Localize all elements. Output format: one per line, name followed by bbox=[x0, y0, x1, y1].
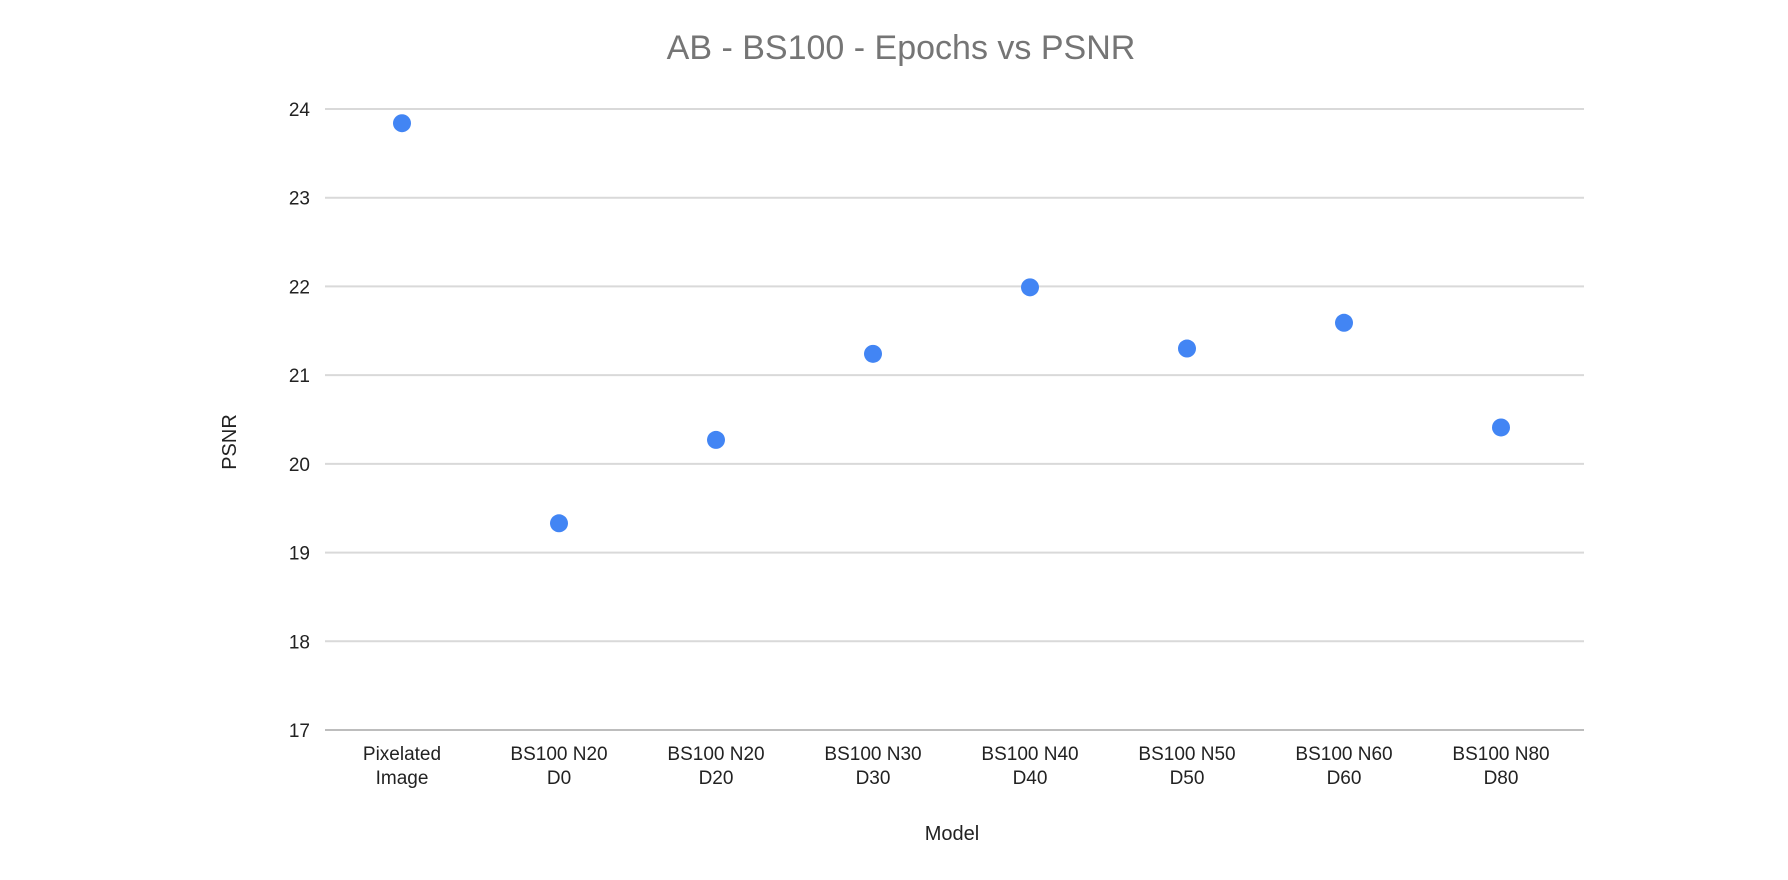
y-tick-label: 21 bbox=[289, 366, 310, 387]
data-point bbox=[864, 344, 882, 363]
x-tick-label: BS100 N80 D80 bbox=[1452, 744, 1549, 789]
x-tick-label: BS100 N20 D20 bbox=[667, 744, 764, 789]
data-point bbox=[550, 514, 568, 533]
x-tick-label: BS100 N50 D50 bbox=[1138, 744, 1235, 789]
data-point bbox=[1178, 339, 1196, 358]
y-tick-label: 20 bbox=[289, 455, 310, 476]
y-tick-label: 18 bbox=[289, 632, 310, 653]
y-axis-ticks: 17 18 19 20 21 22 23 24 bbox=[289, 100, 311, 742]
chart-title: AB - BS100 - Epochs vs PSNR bbox=[667, 29, 1136, 67]
data-point bbox=[1335, 313, 1353, 332]
data-point bbox=[393, 114, 411, 133]
x-axis-label: Model bbox=[925, 823, 979, 845]
y-tick-label: 23 bbox=[289, 189, 310, 210]
data-point bbox=[1492, 418, 1510, 437]
y-tick-label: 24 bbox=[289, 100, 311, 121]
y-tick-label: 17 bbox=[289, 721, 310, 742]
x-tick-label: BS100 N40 D40 bbox=[981, 744, 1078, 789]
y-axis-label: PSNR bbox=[219, 414, 241, 470]
y-tick-label: 22 bbox=[289, 277, 310, 298]
x-axis-ticks: Pixelated Image BS100 N20 D0 BS100 N20 D20 BS1… bbox=[363, 744, 1550, 789]
data-point bbox=[707, 430, 725, 449]
x-tick-label: BS100 N60 D60 bbox=[1295, 744, 1392, 789]
data-point bbox=[1021, 278, 1039, 297]
x-tick-label: BS100 N30 D30 bbox=[824, 744, 921, 789]
gridlines bbox=[325, 108, 1584, 731]
x-tick-label: Pixelated Image bbox=[363, 744, 441, 789]
x-tick-label: BS100 N20 D0 bbox=[510, 744, 607, 789]
data-points bbox=[393, 114, 1510, 533]
y-tick-label: 19 bbox=[289, 544, 310, 565]
